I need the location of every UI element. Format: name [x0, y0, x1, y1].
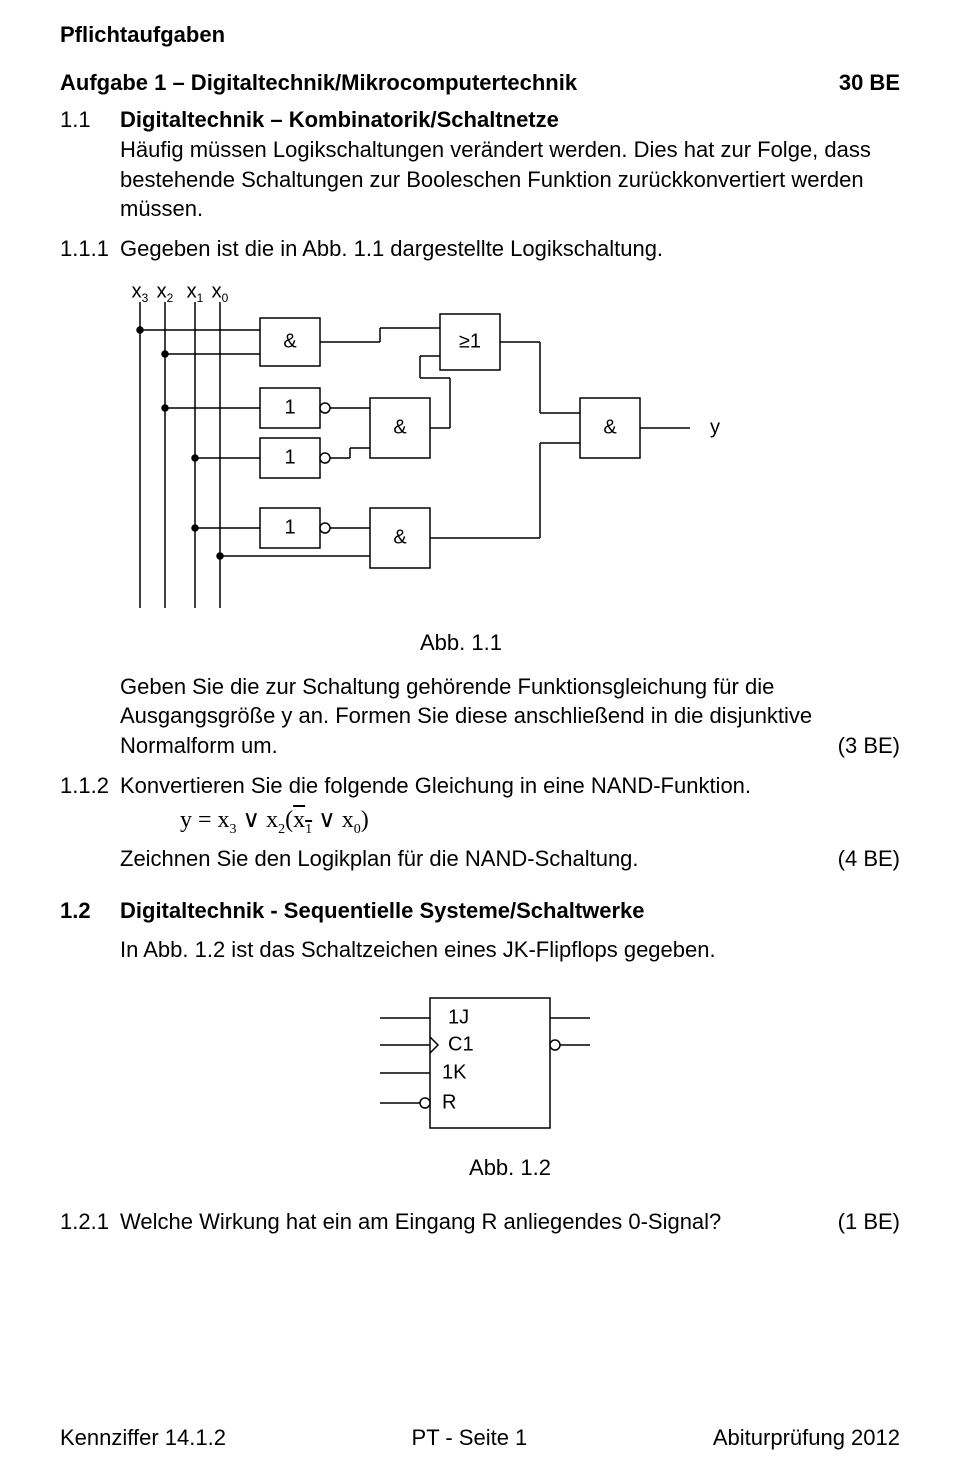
- svg-text:1J: 1J: [448, 1006, 469, 1028]
- section-1-1-title: Digitaltechnik – Kombinatorik/Schaltnetz…: [120, 105, 900, 135]
- svg-text:&: &: [393, 416, 407, 438]
- svg-text:1: 1: [284, 516, 295, 538]
- section-1-1-num: 1.1: [60, 105, 120, 224]
- footer-center: PT - Seite 1: [412, 1423, 528, 1453]
- section-1-1-1-pre: 1.1.1 Gegeben ist die in Abb. 1.1 darges…: [60, 234, 900, 264]
- task-1-2-1-num: 1.2.1: [60, 1207, 120, 1237]
- task1-total-points: 30 BE: [839, 68, 900, 98]
- svg-text:1: 1: [284, 396, 295, 418]
- page: Pflichtaufgaben Aufgabe 1 – Digitaltechn…: [0, 0, 960, 1477]
- task1-title: Aufgabe 1 – Digitaltechnik/Mikrocomputer…: [60, 68, 577, 98]
- section-1-2: 1.2 Digitaltechnik - Sequentielle System…: [60, 896, 900, 965]
- svg-text:1: 1: [284, 446, 295, 468]
- svg-text:&: &: [283, 330, 297, 352]
- section-1-2-intro: In Abb. 1.2 ist das Schaltzeichen eines …: [120, 935, 900, 965]
- circuit-2: 1J C1 1K R: [350, 983, 610, 1143]
- svg-text:C1: C1: [448, 1033, 474, 1055]
- section-1-2-num: 1.2: [60, 896, 120, 965]
- footer-right: Abiturprüfung 2012: [713, 1423, 900, 1453]
- formula-1-1-2: y = x3 ∨ x2(x1 ∨ x0): [60, 804, 900, 840]
- footer-left: Kennziffer 14.1.2: [60, 1423, 226, 1453]
- section-1-1-2: 1.1.2 Konvertieren Sie die folgende Glei…: [60, 771, 900, 801]
- page-footer: Kennziffer 14.1.2 PT - Seite 1 Abiturprü…: [60, 1423, 900, 1453]
- task-1-1-2-points: (4 BE): [818, 844, 900, 874]
- mandatory-heading: Pflichtaufgaben: [60, 20, 900, 50]
- task-1-1-2-line2: Zeichnen Sie den Logikplan für die NAND-…: [60, 844, 900, 874]
- task-1-2-1: 1.2.1 Welche Wirkung hat ein am Eingang …: [60, 1207, 900, 1237]
- section-1-2-title: Digitaltechnik - Sequentielle Systeme/Sc…: [120, 896, 900, 926]
- task-1-1-1-text: Geben Sie die zur Schaltung gehörende Fu…: [120, 672, 818, 761]
- section-1-1-1-pretext: Gegeben ist die in Abb. 1.1 dargestellte…: [120, 234, 900, 264]
- section-1-1-2-num: 1.1.2: [60, 771, 120, 801]
- svg-text:&: &: [603, 416, 617, 438]
- task-1-1-1-points: (3 BE): [818, 731, 900, 761]
- svg-text:x2: x2: [157, 280, 174, 305]
- circuit-1-caption: Abb. 1.1: [60, 628, 900, 658]
- task1-header-row: Aufgabe 1 – Digitaltechnik/Mikrocomputer…: [60, 68, 900, 98]
- svg-text:&: &: [393, 526, 407, 548]
- svg-text:x1: x1: [187, 280, 204, 305]
- section-1-1-intro: Häufig müssen Logikschaltungen verändert…: [120, 135, 900, 224]
- task-1-1-2-line1: Konvertieren Sie die folgende Gleichung …: [120, 771, 900, 801]
- svg-text:≥1: ≥1: [459, 330, 481, 352]
- svg-text:x3: x3: [132, 280, 149, 305]
- section-1-1: 1.1 Digitaltechnik – Kombinatorik/Schalt…: [60, 105, 900, 224]
- svg-text:y: y: [710, 416, 720, 438]
- svg-text:R: R: [442, 1091, 456, 1113]
- svg-text:1K: 1K: [442, 1061, 467, 1083]
- task-1-2-1-points: (1 BE): [818, 1207, 900, 1237]
- section-1-1-1-num: 1.1.1: [60, 234, 120, 264]
- circuit-2-caption: Abb. 1.2: [60, 1153, 900, 1183]
- task-1-1-1: Geben Sie die zur Schaltung gehörende Fu…: [60, 672, 900, 761]
- svg-text:x0: x0: [212, 280, 229, 305]
- task-1-2-1-text: Welche Wirkung hat ein am Eingang R anli…: [120, 1207, 818, 1237]
- circuit-1: x3 x2 x1 x0 & ≥1 1 1 & 1 & & y: [120, 278, 900, 618]
